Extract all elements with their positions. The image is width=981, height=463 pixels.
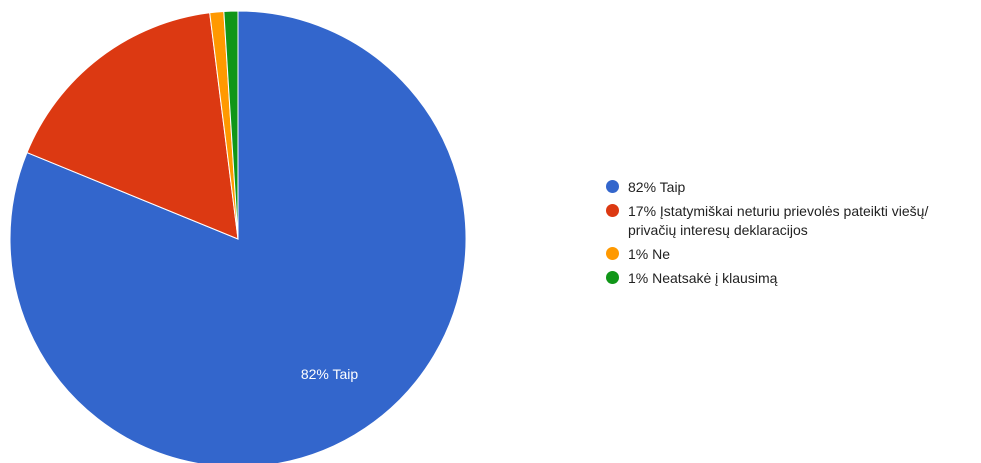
legend-swatch-icon (606, 247, 619, 260)
legend-item-3[interactable]: 1% Ne (606, 245, 976, 264)
pie-slice-1 (9, 10, 467, 463)
legend-swatch-icon (606, 180, 619, 193)
pie-slice-2 (26, 12, 239, 240)
legend: 82% Taip 17% Įstatymiškai neturiu prievol… (606, 178, 976, 293)
legend-swatch-icon (606, 271, 619, 284)
legend-label: 82% Taip (628, 179, 686, 195)
pie-slice-labels: 82% Taip (301, 366, 359, 382)
legend-item-2[interactable]: 17% Įstatymiškai neturiu prievolės patei… (606, 202, 976, 240)
legend-label: 17% Įstatymiškai neturiu prievolės patei… (628, 203, 929, 238)
legend-swatch-icon (606, 204, 619, 217)
legend-label: 1% Ne (628, 246, 671, 262)
legend-item-1[interactable]: 82% Taip (606, 178, 976, 197)
pie-slice-label-1: 82% Taip (301, 366, 359, 382)
pie-slice-4 (223, 10, 239, 240)
legend-item-4[interactable]: 1% Neatsakė į klausimą (606, 269, 976, 288)
legend-label: 1% Neatsakė į klausimą (628, 270, 778, 286)
pie-slices (9, 10, 467, 463)
